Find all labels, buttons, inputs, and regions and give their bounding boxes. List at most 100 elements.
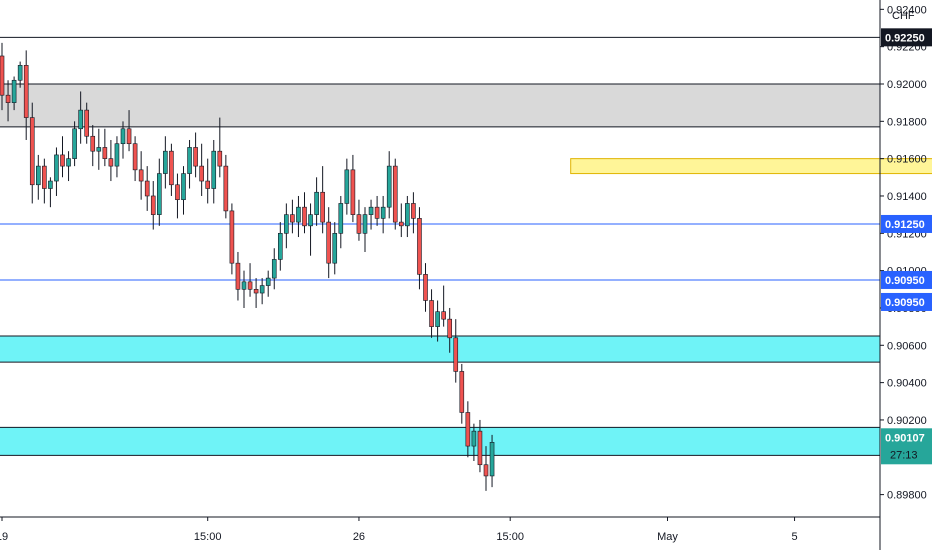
time-tick-label: 5: [791, 531, 797, 543]
candle-body: [465, 412, 471, 447]
candle-body: [477, 430, 483, 466]
candle-body: [483, 464, 489, 477]
candle-body: [205, 180, 210, 189]
candle-body: [362, 214, 368, 234]
candle-body: [302, 206, 307, 227]
badges-layer: 0.92250 0.91250 0.90950 0.90950 0.90107 27:13: [881, 28, 932, 465]
highlight-box: [570, 158, 932, 175]
candle-body: [108, 158, 114, 167]
candle-body: [356, 214, 362, 234]
candle-body: [447, 318, 453, 339]
candle-body: [217, 150, 223, 167]
price-tick-label: 0.90600: [887, 340, 927, 352]
highlight-box-layer: [570, 158, 932, 175]
candle-body: [48, 180, 53, 189]
candle-body: [284, 214, 289, 234]
price-unit-label: CHF: [892, 10, 915, 22]
candle-body: [114, 143, 120, 167]
last-price-badge: [881, 428, 932, 465]
candle-body: [132, 143, 138, 171]
candle-body: [314, 191, 319, 215]
candle-body: [126, 128, 132, 145]
zones-layer: [0, 83, 880, 456]
candle-body: [84, 109, 89, 137]
candle-body: [338, 203, 344, 234]
candle-body: [144, 180, 150, 197]
levels-layer: [0, 36, 880, 281]
level-price-badge: [881, 270, 932, 289]
candle-body: [187, 147, 192, 174]
candle-body: [368, 206, 374, 215]
candle-body: [0, 55, 5, 96]
candle-body: [199, 165, 204, 182]
candle-body: [23, 65, 29, 118]
candle-body: [157, 173, 162, 215]
price-tick-label: 0.92000: [887, 79, 927, 91]
candle-body: [320, 191, 325, 223]
candle-body: [120, 128, 126, 145]
level-price-badge: [881, 292, 932, 311]
candle-body: [175, 184, 180, 201]
candle-body: [229, 210, 235, 264]
candle-body: [326, 221, 332, 264]
candle-body: [350, 169, 356, 215]
candle-body: [35, 165, 41, 186]
level-price-label: 0.90950: [885, 275, 925, 287]
candle-body: [223, 165, 229, 212]
candle-body: [150, 195, 156, 215]
candle-body: [17, 65, 23, 81]
time-tick-label: 15:00: [496, 531, 524, 543]
time-tick-label: 26: [353, 531, 365, 543]
candle-body: [332, 233, 338, 264]
price-tick-label: 0.92400: [887, 4, 927, 16]
level-price-label: 0.90950: [885, 297, 925, 309]
candle-body: [290, 214, 295, 223]
candle-body: [181, 173, 186, 201]
candle-body: [60, 154, 65, 167]
candle-body: [459, 371, 465, 413]
candle-body: [392, 165, 398, 223]
candle-body: [405, 203, 410, 227]
candle-body: [453, 337, 459, 372]
bar-countdown-label: 27:13: [890, 449, 918, 461]
candle-body: [489, 442, 495, 477]
candle-body: [308, 214, 313, 227]
price-tick-label: 0.91400: [887, 191, 927, 203]
candle-body: [78, 109, 83, 130]
candle-body: [163, 150, 168, 174]
candle-body: [241, 281, 247, 290]
candle-body: [66, 158, 71, 167]
candle-body: [398, 221, 404, 227]
candle-body: [193, 147, 198, 167]
candle-body: [42, 165, 47, 189]
candle-body: [247, 281, 253, 290]
candle-body: [429, 300, 434, 327]
price-tick-label: 0.90200: [887, 415, 927, 427]
candle-body: [411, 203, 416, 219]
level-price-label: 0.92250: [885, 32, 925, 44]
candle-body: [265, 277, 271, 286]
candle-body: [169, 150, 174, 186]
price-tick-label: 0.91600: [887, 154, 927, 166]
price-tick-label: 0.91800: [887, 116, 927, 128]
candle-body: [211, 150, 217, 189]
candle-body: [138, 169, 144, 182]
price-tick-label: 0.90400: [887, 378, 927, 390]
candle-body: [344, 169, 350, 204]
candle-body: [253, 288, 259, 294]
time-tick-label: 19: [0, 531, 8, 543]
candle-body: [423, 274, 428, 301]
last-price-label: 0.90107: [885, 432, 925, 444]
candle-body: [90, 135, 96, 152]
candle-body: [259, 285, 265, 294]
zone-2: [0, 427, 880, 456]
level-price-badge: [881, 214, 932, 233]
zone-0: [0, 83, 880, 127]
candle-body: [102, 147, 108, 159]
candle-body: [386, 165, 392, 208]
zone-1: [0, 335, 880, 363]
candle-body: [72, 128, 77, 159]
